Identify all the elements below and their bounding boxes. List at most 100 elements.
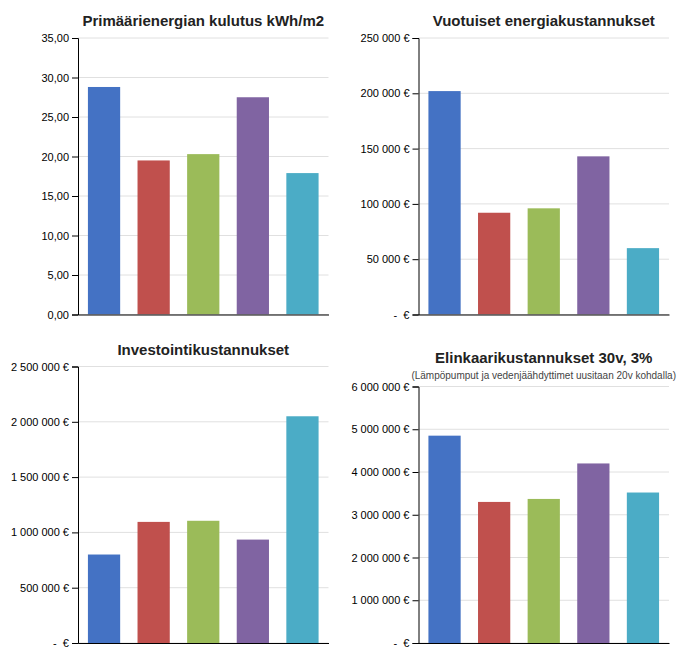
bars	[88, 416, 319, 643]
tick-label: 1 000 000 €	[11, 526, 69, 538]
tick: 1 000 000 €	[11, 526, 78, 538]
tick-label: 50 000 €	[367, 253, 410, 265]
bar	[428, 436, 460, 643]
axis-line	[72, 367, 79, 644]
tick-mark	[72, 275, 78, 276]
tick-label: 20,00	[41, 151, 69, 163]
panel: - € 1 000 000 € 2 000 000 € 3 000 000 € 4 00…	[351, 349, 676, 650]
bar	[88, 87, 120, 315]
bar	[528, 208, 560, 314]
tick-label: 1 500 000 €	[11, 471, 69, 483]
tick: 250 000 €	[361, 32, 419, 44]
bar	[237, 540, 269, 643]
tick-label: 200 000 €	[361, 87, 410, 99]
tick-label: 2 000 000 €	[351, 552, 409, 564]
tick-mark	[413, 93, 419, 94]
tick-label: 250 000 €	[361, 32, 410, 44]
tick-mark	[72, 196, 78, 197]
bar	[286, 173, 318, 314]
tick-mark	[413, 472, 419, 473]
tick-label: 2 500 000 €	[11, 361, 69, 373]
tick-mark	[72, 78, 78, 79]
tick-label: - €	[394, 309, 410, 321]
grid	[78, 38, 329, 315]
tick-label: 15,00	[41, 190, 69, 202]
axis-line	[419, 643, 670, 644]
tick: 15,00	[41, 190, 78, 202]
tick-mark	[72, 532, 78, 533]
panel: - € 50 000 € 100 000 € 150 000 € 200 000 € 25…	[361, 12, 670, 321]
tick-label: 500 000 €	[20, 582, 69, 594]
bar	[528, 499, 560, 643]
tick-mark	[72, 588, 78, 589]
tick: 50 000 €	[367, 253, 419, 265]
tick: 10,00	[41, 230, 78, 242]
tick-mark	[72, 367, 78, 368]
tick-mark	[413, 600, 419, 601]
y-axis: - €500 000 €1 000 000 €1 500 000 €2 000 …	[11, 361, 79, 650]
bar	[187, 521, 219, 643]
title: Vuotuiset energiakustannukset	[433, 12, 655, 29]
bar	[577, 463, 609, 643]
tick-label: 5 000 000 €	[351, 423, 409, 435]
tick: 0,00	[48, 309, 78, 321]
bar	[577, 156, 609, 314]
title: Elinkaarikustannukset 30v, 3%	[435, 349, 652, 366]
tick: 500 000 €	[20, 582, 78, 594]
axis-line	[413, 39, 420, 316]
x-axis	[419, 643, 670, 644]
tick-mark	[72, 38, 78, 39]
tick: 150 000 €	[361, 143, 419, 155]
bar	[286, 416, 318, 643]
bars	[428, 91, 659, 314]
tick-mark	[413, 429, 419, 430]
tick-mark	[72, 643, 78, 644]
tick-label: 2 000 000 €	[11, 416, 69, 428]
tick-mark	[72, 157, 78, 158]
tick-label: 150 000 €	[361, 143, 410, 155]
subtitle: (Lämpöpumput ja vedenjäähdyttimet uusita…	[411, 370, 676, 381]
x-axis	[419, 315, 670, 316]
figure: 0,005,0010,0015,0020,0025,0030,0035,00Pr…	[0, 0, 681, 657]
tick-label: - €	[394, 637, 410, 649]
tick-label: 100 000 €	[361, 198, 410, 210]
tick: 3 000 000 €	[351, 509, 418, 521]
tick: 2 000 000 €	[11, 416, 78, 428]
grid-line	[78, 77, 329, 78]
axis-line	[419, 315, 670, 316]
tick-label: 6 000 000 €	[351, 381, 409, 393]
tick-mark	[72, 236, 78, 237]
tick-mark	[72, 315, 78, 316]
tick-mark	[413, 643, 419, 644]
tick: 35,00	[41, 32, 78, 44]
tick-mark	[413, 387, 419, 388]
tick: 1 000 000 €	[351, 594, 418, 606]
bars	[88, 87, 319, 315]
tick: 6 000 000 €	[351, 381, 418, 393]
tick-mark	[413, 515, 419, 516]
tick-mark	[72, 422, 78, 423]
grid-line	[419, 386, 670, 387]
axis-line	[413, 387, 420, 644]
tick: 2 000 000 €	[351, 552, 418, 564]
y-axis: - € 50 000 € 100 000 € 150 000 € 200 000 € 25…	[361, 32, 419, 321]
axis-line	[79, 315, 330, 316]
x-axis	[79, 315, 330, 316]
grid-line	[419, 429, 670, 430]
tick-label: 10,00	[41, 230, 69, 242]
tick-mark	[72, 477, 78, 478]
bar	[428, 91, 460, 314]
tick: 20,00	[41, 151, 78, 163]
grid	[419, 38, 670, 315]
bar	[88, 555, 120, 643]
grid	[419, 387, 670, 644]
tick-mark	[413, 315, 419, 316]
title: Investointikustannukset	[117, 341, 289, 358]
axis-line	[79, 643, 330, 644]
tick-label: 0,00	[48, 309, 69, 321]
tick: 200 000 €	[361, 87, 419, 99]
grid-line	[78, 366, 329, 367]
tick-label: 4 000 000 €	[351, 466, 409, 478]
tick-mark	[413, 204, 419, 205]
panel: - €500 000 €1 000 000 €1 500 000 €2 000 …	[11, 341, 329, 650]
